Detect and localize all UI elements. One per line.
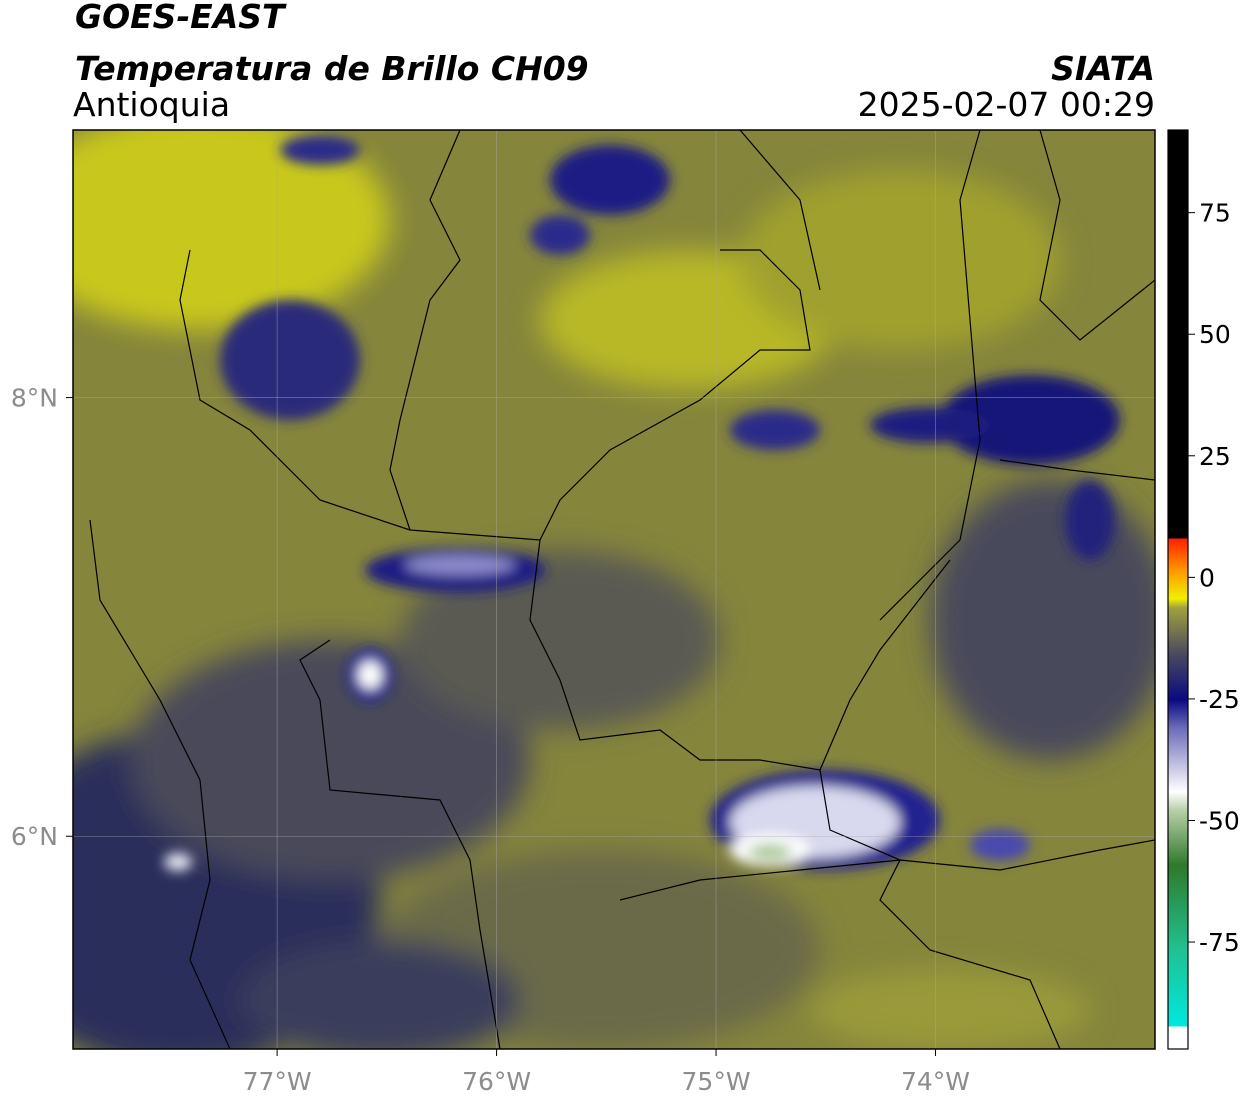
x-tick-label: 76°W [462,1067,531,1096]
colorbar-tick-label: 0 [1199,563,1215,592]
x-tick-label: 77°W [243,1067,312,1096]
colorbar-tick-label: -50 [1199,806,1240,835]
colorbar-tick-label: 25 [1199,442,1231,471]
region: Antioquia [73,85,230,124]
satellite-image [73,130,1155,1049]
colorbar-tick-label: 75 [1199,199,1231,228]
timestamp: 2025-02-07 00:29 [858,85,1155,124]
map-frame [72,129,1156,1050]
colorbar-tick-label: -25 [1199,685,1240,714]
subtitle: Temperatura de Brillo CH09 [75,49,589,88]
x-tick-label: 75°W [682,1067,751,1096]
colorbar-tick-label: -75 [1199,928,1240,957]
colorbar [1167,129,1189,1050]
x-tick-label: 74°W [901,1067,970,1096]
title: GOES-EAST [75,0,287,36]
source: SIATA [1051,49,1155,88]
colorbar-tick-label: 50 [1199,320,1231,349]
y-tick-label: 8°N [11,384,58,413]
y-tick-label: 6°N [11,822,58,851]
grid [73,130,1155,1049]
